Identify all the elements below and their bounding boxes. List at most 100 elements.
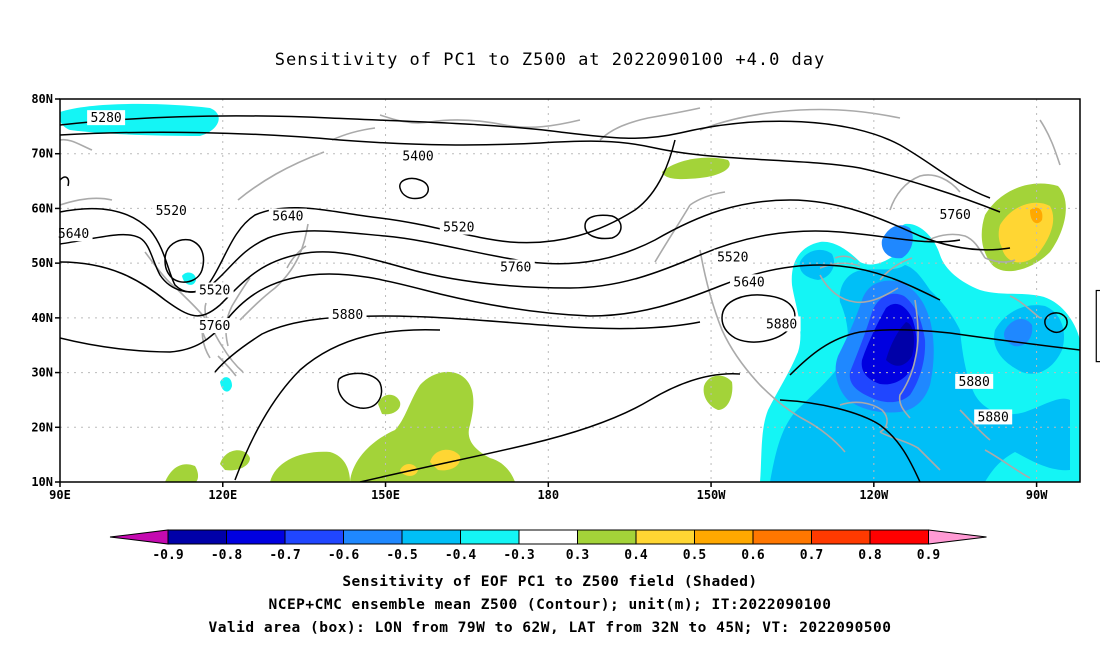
colorbar-label-6: -0.3 bbox=[503, 548, 534, 563]
shade-region-12 bbox=[400, 464, 418, 476]
x-tick-label-180: 180 bbox=[537, 488, 559, 502]
shade-region-0 bbox=[60, 103, 219, 136]
colorbar: -0.9 -0.8 -0.7 -0.6 -0.5 -0.4 -0.3 0.3 0.4 0.5 0.6… bbox=[109, 529, 987, 563]
z500-contours bbox=[60, 115, 1080, 482]
shade-region-24 bbox=[182, 272, 196, 285]
caption-shaded: Sensitivity of EOF PC1 to Z500 field (Sh… bbox=[342, 574, 758, 590]
contour-label-5: 5520 bbox=[443, 221, 474, 236]
colorbar-cell-12 bbox=[869, 529, 929, 545]
colorbar-cell-2 bbox=[284, 529, 344, 545]
colorbar-label-11: 0.7 bbox=[800, 548, 823, 563]
caption-valid-area: Valid area (box): LON from 79W to 62W, L… bbox=[208, 620, 892, 636]
y-tick-label-10N: 10N bbox=[31, 475, 53, 489]
chart-title: Sensitivity of PC1 to Z500 at 2022090100… bbox=[274, 50, 826, 70]
contour-label-6: 5520 bbox=[199, 284, 230, 299]
y-tick-label-50N: 50N bbox=[31, 256, 53, 270]
colorbar-high-arrow bbox=[928, 529, 987, 545]
colorbar-cell-4 bbox=[401, 529, 461, 545]
colorbar-cell-5 bbox=[460, 529, 520, 545]
shade-region-22 bbox=[1004, 318, 1033, 347]
colorbar-label-2: -0.7 bbox=[269, 548, 300, 563]
contour-label-10: 5520 bbox=[717, 251, 748, 266]
shade-region-1 bbox=[662, 157, 730, 180]
contour-label-8: 5880 bbox=[332, 308, 363, 323]
contour-label-4: 5640 bbox=[272, 210, 303, 225]
contour-label-bg bbox=[152, 203, 191, 219]
y-tick-label-20N: 20N bbox=[31, 420, 53, 434]
contour-label-16: 5880 bbox=[959, 375, 990, 390]
contour-label-bg bbox=[936, 206, 975, 222]
contour-label-7: 5760 bbox=[199, 319, 230, 334]
contour-label-11: 5640 bbox=[733, 275, 764, 290]
y-tick-label-80N: 80N bbox=[31, 92, 53, 106]
shade-region-19 bbox=[886, 322, 914, 366]
colorbar-cell-6 bbox=[518, 529, 578, 545]
colorbar-label-12: 0.8 bbox=[858, 548, 882, 563]
latitude-ticks: 10N 20N 30N 40N 50N 60N 70N 80N bbox=[31, 92, 60, 489]
colorbar-label-7: 0.3 bbox=[566, 548, 589, 563]
contour-label-0: 5280 bbox=[90, 111, 121, 126]
colorbar-label-3: -0.6 bbox=[328, 548, 359, 563]
colorbar-label-4: -0.5 bbox=[386, 548, 417, 563]
contour-label-bg bbox=[87, 110, 126, 126]
colorbar-cell-7 bbox=[577, 529, 637, 545]
shade-region-10 bbox=[378, 394, 401, 415]
caption-contour: NCEP+CMC ensemble mean Z500 (Contour); u… bbox=[268, 597, 832, 613]
graticule bbox=[60, 99, 1080, 482]
colorbar-label-0: -0.9 bbox=[152, 548, 183, 563]
colorbar-cell-11 bbox=[811, 529, 871, 545]
colorbar-label-10: 0.6 bbox=[741, 548, 765, 563]
x-tick-label-150E: 150E bbox=[371, 488, 400, 502]
contour-label-bg bbox=[268, 208, 307, 224]
colorbar-label-5: -0.4 bbox=[445, 548, 476, 563]
x-tick-label-120E: 120E bbox=[208, 488, 237, 502]
colorbar-cell-9 bbox=[694, 529, 754, 545]
valid-area-box bbox=[1095, 289, 1100, 363]
x-tick-label-150W: 150W bbox=[697, 488, 727, 502]
contour-label-1: 5400 bbox=[402, 149, 433, 164]
y-tick-label-40N: 40N bbox=[31, 311, 53, 325]
colorbar-cell-1 bbox=[226, 529, 286, 545]
shade-region-7 bbox=[220, 450, 250, 471]
colorbar-label-13: 0.9 bbox=[917, 548, 940, 563]
contour-label-bg bbox=[730, 274, 769, 290]
contour-label-bg bbox=[955, 373, 994, 389]
colorbar-label-9: 0.5 bbox=[683, 548, 706, 563]
contour-label-3: 5640 bbox=[58, 227, 89, 242]
contour-label-bg bbox=[974, 409, 1013, 425]
contour-label-bg bbox=[496, 259, 535, 275]
colorbar-label-1: -0.8 bbox=[211, 548, 242, 563]
contour-label-bg bbox=[328, 307, 367, 323]
longitude-ticks: 90E120E150E180150W120W90W60W bbox=[49, 482, 1048, 502]
y-tick-label-60N: 60N bbox=[31, 201, 53, 215]
contour-label-9: 5760 bbox=[500, 261, 531, 276]
contour-labels: 5280 5400 5520 5640 5640 5520 5520 5760 5880 5760… bbox=[54, 110, 1013, 425]
contour-label-17: 5880 bbox=[978, 410, 1009, 425]
map-frame bbox=[59, 98, 1081, 483]
colorbar-low-arrow bbox=[109, 529, 169, 545]
contour-label-bg bbox=[439, 219, 478, 235]
contour-label-bg bbox=[195, 318, 234, 334]
shade-region-8 bbox=[270, 451, 350, 482]
contour-label-bg bbox=[195, 282, 234, 298]
contour-label-12: 5880 bbox=[766, 317, 797, 332]
shade-region-23 bbox=[220, 377, 232, 392]
x-tick-label-120W: 120W bbox=[859, 488, 889, 502]
shade-region-4 bbox=[1030, 207, 1043, 224]
shade-region-5 bbox=[703, 375, 733, 410]
contour-label-13: 5760 bbox=[940, 208, 971, 223]
contour-label-2: 5520 bbox=[156, 204, 187, 219]
contour-label-bg bbox=[762, 316, 801, 332]
shade-region-20 bbox=[881, 225, 913, 259]
shade-region-6 bbox=[165, 464, 199, 482]
colorbar-cell-3 bbox=[343, 529, 403, 545]
x-tick-label-90E: 90E bbox=[49, 488, 71, 502]
contour-label-bg bbox=[54, 226, 93, 242]
colorbar-cell-0 bbox=[167, 529, 227, 545]
colorbar-cell-10 bbox=[752, 529, 812, 545]
x-tick-label-90W: 90W bbox=[1026, 488, 1048, 502]
colorbar-cell-8 bbox=[635, 529, 695, 545]
coastlines bbox=[60, 107, 1061, 479]
y-tick-label-70N: 70N bbox=[31, 147, 53, 161]
